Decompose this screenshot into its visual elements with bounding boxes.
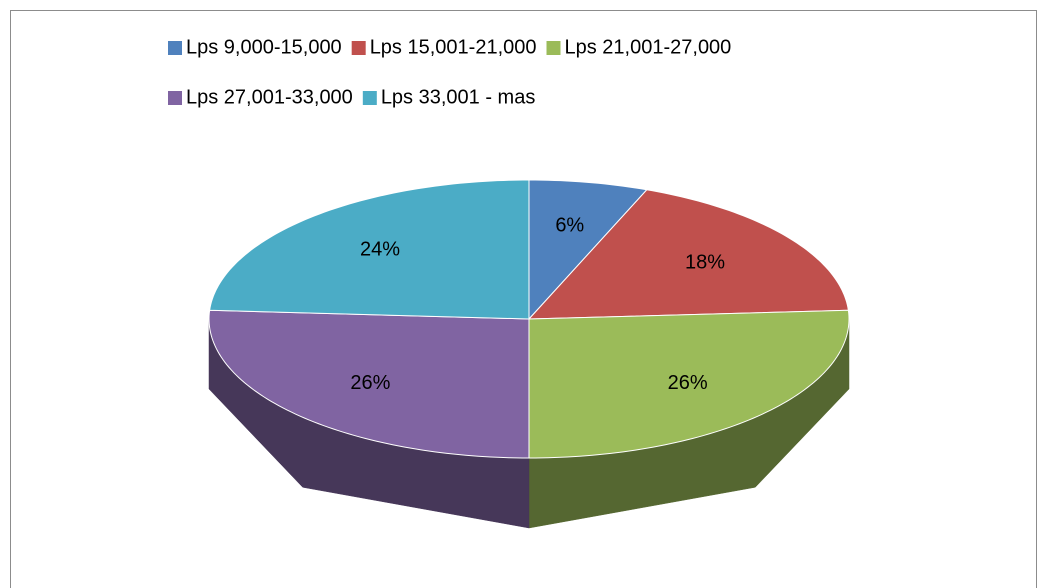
legend-entry: Lps 15,001-21,000 <box>351 36 537 58</box>
data-label: 6% <box>555 214 584 236</box>
legend-label: Lps 15,001-21,000 <box>370 36 537 58</box>
legend-swatch <box>362 91 377 105</box>
legend-swatch <box>351 41 366 55</box>
slice <box>528 309 850 459</box>
data-label: 26% <box>350 372 390 394</box>
legend-label: Lps 9,000-15,000 <box>186 36 342 58</box>
legend-label: Lps 33,001 - mas <box>381 86 536 108</box>
legend: Lps 9,000-15,000 Lps 15,001-21,000 Lps 21,… <box>168 36 731 108</box>
slice <box>208 309 530 459</box>
legend-swatch <box>168 41 182 55</box>
legend-label: Lps 27,001-33,000 <box>186 86 353 108</box>
legend-swatch <box>546 41 561 55</box>
legend-entry: Lps 27,001-33,000 <box>168 86 353 108</box>
legend-label: Lps 21,001-27,000 <box>565 36 732 58</box>
data-labels: 6% 18% 26% 26% 24% <box>350 214 725 394</box>
legend-entry: Lps 33,001 - mas <box>362 86 536 108</box>
data-label: 18% <box>685 252 725 274</box>
slice <box>528 179 648 321</box>
legend-entry: Lps 9,000-15,000 <box>168 36 342 58</box>
legend-swatch <box>168 91 182 105</box>
data-label: 26% <box>668 372 708 394</box>
data-label: 24% <box>360 238 400 260</box>
pie-tops <box>208 179 850 459</box>
slice <box>209 179 530 320</box>
slice <box>527 189 849 320</box>
legend-entry: Lps 21,001-27,000 <box>546 36 732 58</box>
